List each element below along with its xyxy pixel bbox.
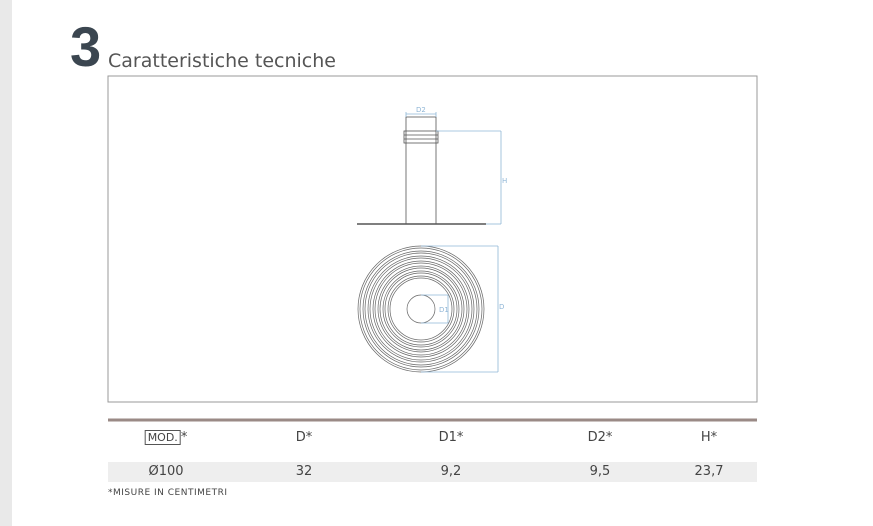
header-label: D* — [295, 430, 313, 445]
header-label: MOD. — [144, 430, 181, 445]
header-cell: D1* — [439, 430, 464, 445]
table-cell: 9,2 — [440, 464, 462, 479]
header-cell: MOD. * — [144, 430, 188, 445]
ring — [384, 272, 458, 346]
label-d1: D1 — [439, 306, 449, 314]
table-cell: 23,7 — [694, 464, 724, 479]
section-number: 3 — [70, 15, 101, 78]
ring — [387, 275, 455, 343]
table-cell: Ø100 — [148, 464, 184, 479]
ring — [367, 255, 475, 363]
header-suffix: * — [180, 430, 188, 445]
header-label: H* — [700, 430, 718, 445]
ring — [359, 247, 483, 371]
table-cell: 9,5 — [589, 464, 611, 479]
label-d: D — [499, 303, 504, 311]
label-h: H — [502, 177, 507, 185]
ring — [369, 257, 473, 361]
ring — [406, 294, 436, 324]
ring — [357, 245, 485, 373]
header-cell: H* — [701, 430, 717, 445]
ring — [362, 250, 480, 368]
side-view — [357, 116, 486, 225]
ring — [389, 277, 453, 341]
ring — [379, 267, 463, 351]
ring — [364, 252, 478, 366]
dimension-lines — [405, 112, 502, 373]
side-strip — [0, 0, 12, 526]
ring — [377, 265, 465, 353]
ring — [374, 262, 468, 356]
label-d2: D2 — [416, 106, 426, 114]
table-cell: 32 — [295, 464, 313, 479]
dimension-labels: D2 H D D1 — [416, 106, 507, 314]
footnote: *MISURE IN CENTIMETRI — [108, 488, 228, 498]
ring — [372, 260, 470, 358]
ring — [382, 270, 460, 348]
section-title: Caratteristiche tecniche — [108, 50, 336, 72]
drawing-frame — [107, 75, 758, 403]
row-background — [108, 462, 757, 482]
header-label: D1* — [438, 430, 464, 445]
header-cell: D* — [296, 430, 313, 445]
header-cell: D2* — [588, 430, 613, 445]
header-label: D2* — [587, 430, 613, 445]
top-view — [357, 245, 485, 373]
